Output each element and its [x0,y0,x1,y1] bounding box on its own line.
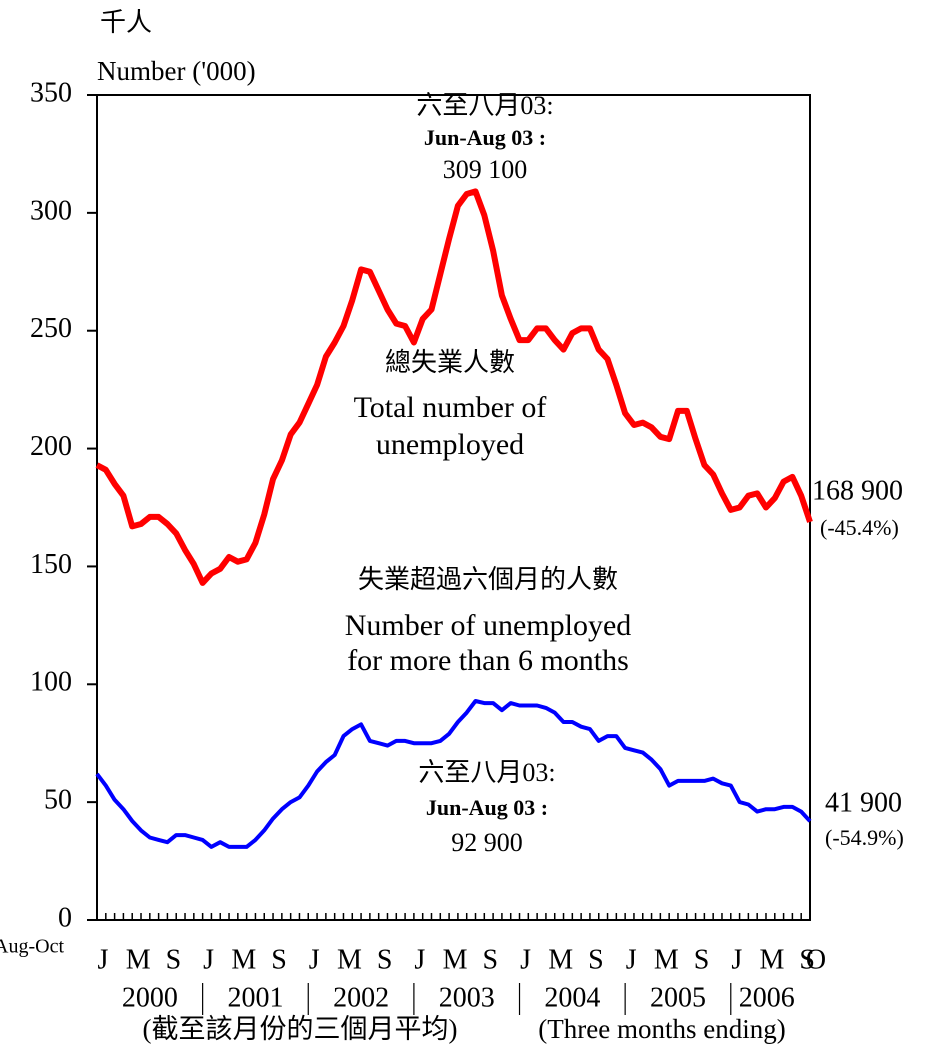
y-unit-label: 千人 [100,8,152,37]
x-tick-label: S [271,944,287,975]
x-tick-label: S [799,944,815,975]
annotation: unemployed [376,428,524,461]
data-line [95,188,813,586]
annotation: (-54.9%) [825,825,904,850]
annotation: Jun-Aug 03 : [424,125,546,150]
year-label: 2005 [650,982,706,1013]
x-tick-label: M [126,944,151,975]
annotation: for more than 6 months [347,644,629,677]
y-tick-label: 250 [30,313,72,344]
x-tick-label: M [443,944,468,975]
y-tick-label: 50 [44,785,72,816]
plot-frame [96,94,811,921]
x-tick-label: J [414,944,425,975]
y-tick-label: 0 [58,902,72,933]
annotation: 六至八月03: [416,91,553,120]
annotation: 168 900 [812,475,903,506]
annotation: Jun-Aug 03 : [426,795,548,820]
first-period-label: Aug-Oct [0,936,64,958]
x-tick-label: M [760,944,785,975]
x-tick-label: J [203,944,214,975]
y-tick-label: 150 [30,549,72,580]
year-label: 2002 [333,982,389,1013]
y-tick-label: 100 [30,667,72,698]
year-label: 2004 [544,982,600,1013]
annotation: Total number of [354,391,547,424]
x-tick-label: M [231,944,256,975]
year-label: 2000 [122,982,178,1013]
x-tick-label: J [98,944,109,975]
year-label: 2003 [439,982,495,1013]
data-line [95,699,812,849]
x-tick-label: J [626,944,637,975]
y-tick-label: 200 [30,431,72,462]
x-tick-label: M [337,944,362,975]
annotation: 總失業人數 [385,348,515,377]
annotation: 41 900 [825,787,902,818]
annotation: 92 900 [451,828,523,857]
x-tick-label: M [654,944,679,975]
annotation: 309 100 [443,155,528,184]
annotation: (-45.4%) [820,515,899,540]
year-label: 2006 [739,982,795,1013]
y-unit-label: Number ('000) [97,56,256,86]
annotation: Number of unemployed [345,609,632,642]
annotation: 六至八月03: [418,758,555,787]
y-tick-label: 350 [30,77,72,108]
x-tick-label: S [694,944,710,975]
x-tick-label: M [548,944,573,975]
x-axis-note: (Three months ending) [538,1014,785,1044]
year-label: 2001 [227,982,283,1013]
x-tick-label: S [166,944,182,975]
y-tick-label: 300 [30,195,72,226]
x-tick-label: S [588,944,604,975]
x-axis-note: (截至該月份的三個月平均) [143,1014,458,1044]
x-tick-label: O [806,944,826,975]
x-tick-label: J [309,944,320,975]
x-tick-label: J [731,944,742,975]
x-tick-label: S [483,944,499,975]
annotation: 失業超過六個月的人數 [358,565,618,594]
x-tick-label: J [520,944,531,975]
x-tick-label: S [377,944,393,975]
